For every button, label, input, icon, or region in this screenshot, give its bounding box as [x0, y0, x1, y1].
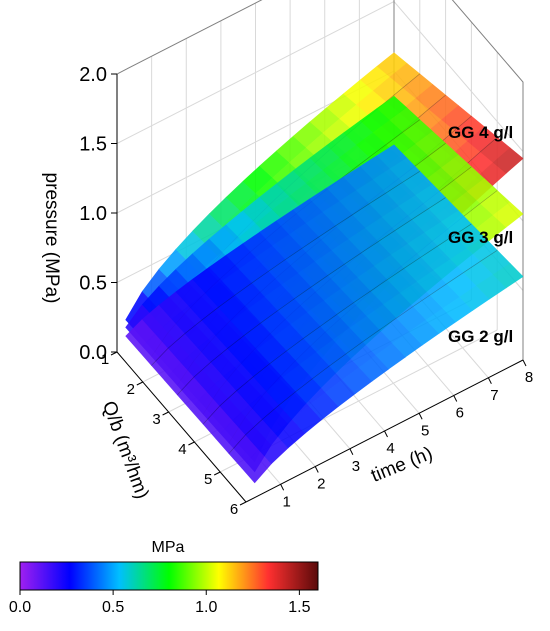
surface-patch [492, 201, 524, 228]
z-tick-label: 0.0 [79, 342, 107, 364]
time-tick-label: 2 [317, 476, 325, 493]
q-tick-mark [239, 501, 247, 506]
time-tick-mark [384, 430, 388, 438]
time-tick-label: 5 [421, 422, 429, 439]
time-tick-label: 6 [456, 405, 464, 422]
time-axis-label: time (h) [368, 443, 436, 487]
surface-patch [492, 263, 524, 289]
time-tick-mark [280, 484, 285, 491]
z-tick-label: 1.5 [79, 134, 107, 156]
time-tick-label: 3 [352, 458, 360, 475]
time-tick-mark [314, 466, 319, 473]
q-tick-label: 3 [152, 411, 160, 428]
time-tick-mark [418, 413, 423, 420]
q-tick-mark [188, 441, 195, 446]
mesh-line [228, 250, 498, 454]
surfaces [125, 52, 524, 484]
colorbar: MPa 0.0 0.5 1.0 1.5 [9, 539, 319, 616]
mesh-line [177, 197, 446, 396]
time-tick-label: 4 [386, 440, 394, 457]
surface-gg2 [125, 144, 524, 484]
time-tick-mark [487, 377, 492, 384]
surface-patch [492, 147, 524, 174]
colorbar-tick-label: 0.0 [9, 599, 31, 616]
q-axis-label: Q/b (m³/hm) [98, 398, 153, 501]
q-tick-label: 4 [178, 441, 186, 458]
q-tick-label: 5 [204, 471, 212, 488]
time-tick-label: 1 [282, 493, 290, 510]
colorbar-tick-label: 1.5 [288, 599, 310, 616]
time-tick-mark [349, 448, 354, 455]
z-tick-label: 2.0 [79, 64, 107, 86]
time-tick-mark [453, 395, 458, 402]
mesh-line [151, 171, 420, 366]
q-tick-label: 6 [230, 501, 238, 518]
z-axis-label: pressure (MPa) [41, 173, 62, 304]
colorbar-tick-label: 1.0 [195, 599, 217, 616]
q-tick-mark [110, 351, 118, 356]
time-tick-label: 7 [490, 387, 498, 404]
z-tick-label: 1.0 [79, 203, 107, 225]
colorbar-title: MPa [152, 539, 185, 556]
time-tick-label: 8 [525, 369, 533, 386]
series-label-gg4: GG 4 g/l [448, 123, 513, 142]
q-tick-mark [136, 381, 144, 386]
series-label-gg3: GG 3 g/l [448, 228, 513, 247]
z-tick-label: 0.5 [79, 273, 107, 295]
q-tick-label: 2 [127, 381, 135, 398]
colorbar-tick-label: 0.5 [102, 599, 124, 616]
series-label-gg2: GG 2 g/l [448, 327, 513, 346]
colorbar-gradient [19, 561, 319, 591]
mesh-line [202, 223, 472, 425]
q-axis-line [116, 351, 247, 503]
q-tick-mark [162, 411, 169, 416]
time-tick-mark [522, 359, 527, 367]
q-tick-label: 1 [101, 351, 109, 368]
q-tick-mark [213, 471, 221, 476]
